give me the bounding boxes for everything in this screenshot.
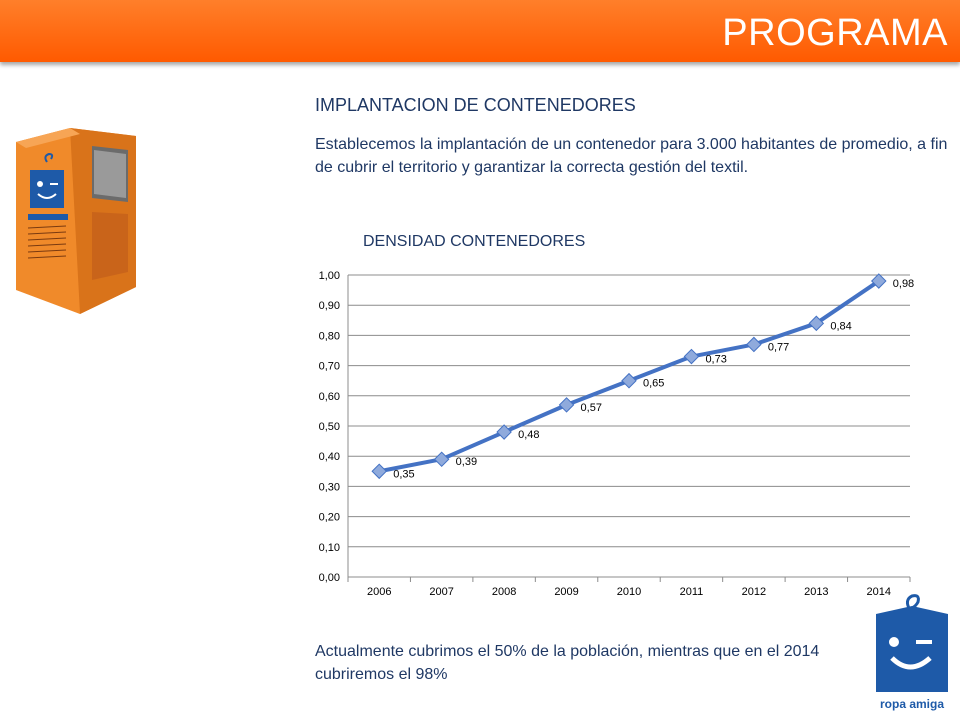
- y-tick-label: 0,30: [319, 481, 340, 493]
- page-title: PROGRAMA: [722, 12, 948, 54]
- y-tick-label: 0,20: [319, 512, 340, 524]
- data-label: 0,39: [456, 456, 477, 468]
- y-tick-label: 0,60: [319, 391, 340, 403]
- x-tick-label: 2014: [867, 586, 891, 598]
- x-tick-label: 2013: [804, 586, 828, 598]
- data-point-marker: [371, 463, 388, 480]
- data-label: 0,98: [893, 278, 914, 290]
- data-label: 0,35: [393, 468, 414, 480]
- y-tick-label: 0,70: [319, 361, 340, 373]
- data-point-marker: [558, 397, 575, 413]
- data-label: 0,65: [643, 378, 664, 390]
- chart-axes: 0,00 0,10 0,20 0,30 0,40 0,50 0,60 0,70 0,80 0,90…: [319, 270, 911, 598]
- data-point-marker: [621, 372, 637, 389]
- footer-paragraph: Actualmente cubrimos el 50% de la poblac…: [315, 643, 820, 683]
- data-point-marker: [808, 315, 825, 332]
- x-tick-label: 2012: [742, 586, 766, 598]
- data-label: 0,48: [518, 429, 539, 441]
- x-tick-label: 2009: [554, 586, 578, 598]
- x-tick-label: 2010: [617, 586, 641, 598]
- header-bar: PROGRAMA: [0, 0, 960, 62]
- chart-gridlines: [348, 274, 910, 578]
- clothing-container-image: [16, 128, 136, 314]
- x-tick-label: 2006: [367, 586, 391, 598]
- data-point-marker: [433, 451, 450, 467]
- chart-series: 0,35 0,39 0,48 0,57 0,65 0,73 0,77 0,84 0,98: [371, 273, 914, 480]
- density-line-chart: 0,00 0,10 0,20 0,30 0,40 0,50 0,60 0,70 0,80 0,90…: [319, 270, 915, 598]
- x-tick-label: 2011: [680, 586, 704, 598]
- y-tick-label: 0,80: [319, 330, 340, 342]
- y-tick-label: 0,10: [319, 542, 340, 554]
- intro-paragraph: Establecemos la implantación de un conte…: [315, 136, 948, 176]
- y-tick-label: 0,50: [319, 421, 340, 433]
- data-point-marker: [746, 336, 762, 353]
- section-title: IMPLANTACION DE CONTENEDORES: [315, 95, 636, 115]
- y-tick-label: 1,00: [319, 270, 340, 282]
- y-tick-label: 0,40: [319, 451, 340, 463]
- data-label: 0,57: [581, 402, 602, 414]
- ropa-amiga-logo: ropa amiga: [876, 594, 948, 711]
- chart-title: DENSIDAD CONTENEDORES: [363, 233, 586, 250]
- data-label: 0,77: [768, 341, 789, 353]
- data-point-marker: [683, 348, 700, 365]
- data-label: 0,84: [830, 320, 851, 332]
- x-tick-label: 2007: [429, 586, 453, 598]
- y-tick-label: 0,00: [319, 572, 340, 584]
- data-point-marker: [870, 273, 887, 289]
- data-point-marker: [496, 424, 512, 440]
- data-label: 0,73: [705, 354, 726, 366]
- x-tick-label: 2008: [492, 586, 516, 598]
- logo-wordmark: ropa amiga: [880, 697, 944, 711]
- y-tick-label: 0,90: [319, 300, 340, 312]
